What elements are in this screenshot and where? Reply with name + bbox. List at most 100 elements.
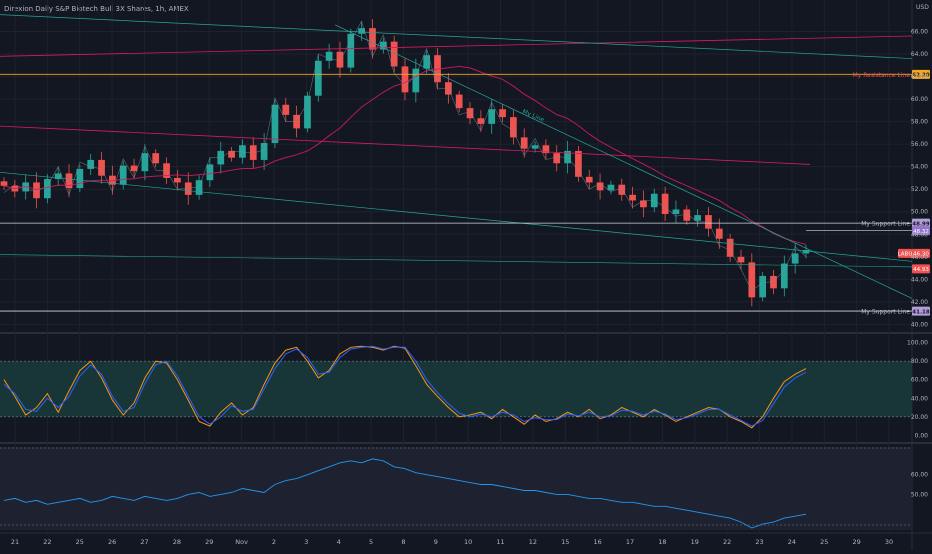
x-tick-label: 29	[852, 538, 860, 546]
level-price-badge	[912, 69, 930, 79]
my-line-trend[interactable]	[334, 24, 913, 299]
level-line-label: My Support Line	[861, 221, 910, 228]
candle[interactable]	[575, 150, 582, 177]
candle[interactable]	[152, 153, 160, 164]
candle[interactable]	[347, 33, 355, 68]
flat-support-line[interactable]	[0, 254, 913, 268]
candle[interactable]	[130, 165, 138, 172]
candle[interactable]	[585, 176, 593, 183]
upper-trend-line[interactable]	[0, 35, 913, 57]
channel-bottom-line[interactable]	[0, 171, 913, 262]
x-tick-label: 18	[658, 538, 666, 546]
candle[interactable]	[228, 150, 235, 158]
candle[interactable]	[358, 28, 366, 34]
candle[interactable]	[520, 137, 528, 149]
price-tick-label: 52.00	[911, 186, 928, 193]
candle[interactable]	[661, 193, 669, 214]
x-tick-label: 12	[529, 538, 537, 546]
candle[interactable]	[314, 60, 322, 96]
x-tick-label: 22	[43, 538, 51, 546]
stochastic-pane[interactable]	[0, 345, 912, 429]
rsi-pane[interactable]	[0, 447, 912, 530]
price-tick-label: 48.00	[911, 231, 928, 238]
candle[interactable]	[239, 145, 246, 158]
candle[interactable]	[607, 184, 615, 191]
candle[interactable]	[759, 275, 767, 298]
candle[interactable]	[369, 28, 376, 50]
candle[interactable]	[531, 145, 539, 149]
candle[interactable]	[618, 184, 626, 195]
candle[interactable]	[780, 263, 788, 289]
channel-top-line[interactable]	[0, 14, 913, 59]
candle[interactable]	[737, 256, 745, 263]
lower-trend-line[interactable]	[0, 125, 811, 165]
price-badge-text: 44.93	[913, 267, 929, 273]
price-tick-label: 64.00	[911, 51, 928, 58]
candle[interactable]	[184, 182, 192, 195]
candle[interactable]	[325, 51, 333, 61]
candle[interactable]	[748, 262, 756, 298]
candle[interactable]	[401, 66, 409, 93]
candle[interactable]	[564, 150, 571, 164]
candle[interactable]	[304, 95, 311, 129]
candle[interactable]	[802, 250, 810, 254]
candle[interactable]	[65, 173, 73, 189]
candle[interactable]	[379, 41, 387, 50]
level-price-badge-text: 48.99	[912, 221, 930, 227]
candle[interactable]	[770, 275, 777, 289]
candle[interactable]	[423, 55, 431, 69]
candle[interactable]	[596, 182, 604, 191]
candle[interactable]	[249, 145, 257, 160]
candle[interactable]	[715, 228, 723, 239]
x-tick-label: 26	[108, 538, 116, 546]
level-price-badge-text: 62.20	[912, 73, 930, 79]
candle[interactable]	[282, 104, 290, 115]
candle[interactable]	[76, 168, 84, 189]
price-tick-label: 42.00	[911, 299, 928, 306]
candle[interactable]	[119, 165, 127, 185]
x-tick-label: 15	[561, 538, 569, 546]
candle[interactable]	[260, 143, 268, 160]
candle[interactable]	[466, 108, 474, 119]
candle[interactable]	[488, 109, 496, 124]
candle[interactable]	[141, 153, 149, 172]
candle[interactable]	[791, 253, 799, 264]
candle[interactable]	[163, 163, 170, 178]
price-badge	[912, 264, 930, 274]
candle[interactable]	[109, 175, 116, 185]
candle[interactable]	[54, 173, 62, 180]
candle[interactable]	[499, 109, 506, 118]
candle[interactable]	[174, 177, 181, 183]
candle[interactable]	[390, 41, 398, 67]
candle[interactable]	[629, 194, 636, 201]
candle[interactable]	[726, 238, 734, 257]
candle[interactable]	[0, 181, 8, 186]
candle[interactable]	[510, 117, 517, 138]
x-tick-label: Nov	[235, 538, 248, 546]
candle[interactable]	[206, 164, 214, 181]
candle[interactable]	[336, 51, 344, 68]
candle[interactable]	[271, 104, 279, 144]
candle[interactable]	[195, 180, 203, 195]
candle[interactable]	[455, 94, 463, 109]
candle[interactable]	[477, 118, 485, 124]
candle[interactable]	[43, 179, 51, 199]
candle[interactable]	[542, 145, 550, 154]
candle[interactable]	[87, 159, 95, 169]
chart-title: Direxion Daily S&P Biotech Bull 3X Share…	[4, 5, 189, 13]
candle[interactable]	[33, 182, 40, 199]
candle[interactable]	[98, 159, 105, 176]
moving-average-line	[3, 65, 807, 245]
stochastic-line-d[interactable]	[3, 345, 807, 427]
candle[interactable]	[553, 153, 561, 164]
level-price-badge	[912, 306, 930, 316]
candle[interactable]	[683, 209, 691, 221]
candle[interactable]	[694, 215, 701, 221]
candle[interactable]	[412, 68, 420, 93]
candle[interactable]	[672, 209, 680, 214]
rsi-line[interactable]	[3, 458, 807, 529]
stochastic-line-k[interactable]	[3, 345, 807, 429]
candle[interactable]	[640, 200, 647, 208]
